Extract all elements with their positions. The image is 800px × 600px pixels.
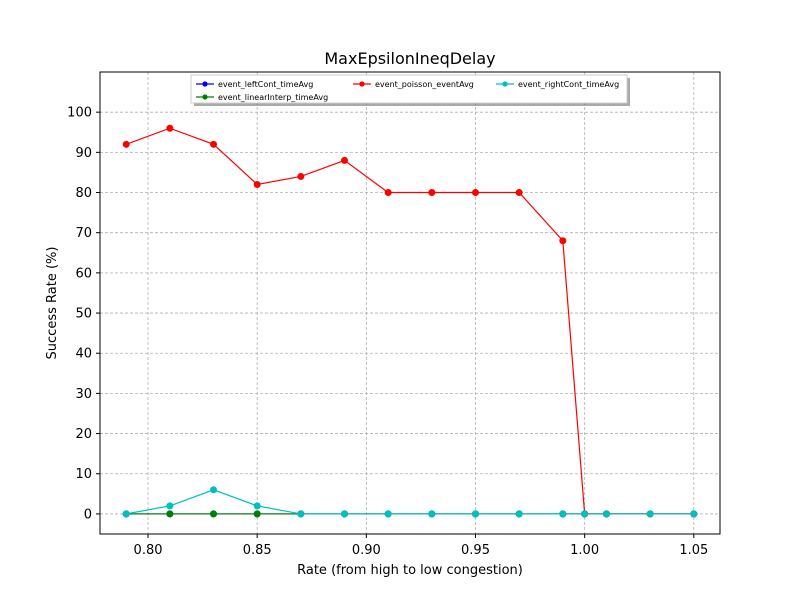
data-point: [122, 510, 130, 518]
y-tick-label: 100: [67, 106, 92, 121]
data-point: [297, 510, 305, 518]
y-tick-label: 70: [75, 226, 92, 241]
legend-label: event_linearInterp_timeAvg: [218, 93, 328, 102]
x-tick-label: 0.85: [243, 543, 272, 558]
data-point: [581, 510, 589, 518]
x-axis: 0.80 0.85 0.90 0.95 1.00 1.05: [134, 534, 708, 558]
series-layer: [122, 124, 698, 518]
data-point: [166, 510, 174, 518]
data-point: [341, 510, 349, 518]
plot-frame: [99, 71, 721, 535]
data-point: [210, 140, 218, 148]
legend-swatch-marker: [202, 94, 208, 100]
data-point: [253, 510, 261, 518]
data-point: [428, 189, 436, 197]
data-point: [602, 510, 610, 518]
data-point: [166, 124, 174, 132]
data-point: [515, 189, 523, 197]
grid: [100, 72, 720, 534]
series-event_rightCont_timeAvg: [122, 486, 698, 518]
chart-title: MaxEpsilonIneqDelay: [324, 49, 495, 68]
data-point: [471, 189, 479, 197]
y-tick-label: 0: [84, 507, 92, 522]
legend-swatch-marker: [502, 81, 508, 87]
data-point: [384, 510, 392, 518]
data-point: [690, 510, 698, 518]
data-point: [341, 156, 349, 164]
x-tick-label: 1.00: [570, 543, 599, 558]
data-point: [297, 172, 305, 180]
y-tick-label: 90: [75, 146, 92, 161]
legend-label: event_rightCont_timeAvg: [518, 80, 619, 89]
data-point: [559, 237, 567, 245]
y-axis: 0 10 20 30 40 50 60 70 80 90 100: [67, 106, 100, 522]
data-point: [253, 502, 261, 510]
y-tick-label: 10: [75, 467, 92, 482]
y-tick-label: 80: [75, 186, 92, 201]
data-point: [210, 510, 218, 518]
x-tick-label: 0.90: [352, 543, 381, 558]
y-tick-label: 60: [75, 266, 92, 281]
data-point: [253, 180, 261, 188]
y-axis-label: Success Rate (%): [45, 247, 60, 360]
data-point: [384, 189, 392, 197]
y-tick-label: 50: [75, 307, 92, 322]
data-point: [210, 486, 218, 494]
legend-box: [190, 74, 628, 104]
x-tick-label: 0.80: [134, 543, 163, 558]
legend-swatch-marker: [359, 81, 365, 87]
y-tick-label: 20: [75, 427, 92, 442]
data-point: [559, 510, 567, 518]
data-point: [122, 140, 130, 148]
x-tick-label: 0.95: [461, 543, 490, 558]
data-point: [428, 510, 436, 518]
y-tick-label: 40: [75, 347, 92, 362]
data-point: [646, 510, 654, 518]
data-point: [471, 510, 479, 518]
x-axis-label: Rate (from high to low congestion): [297, 563, 523, 578]
legend-label: event_leftCont_timeAvg: [218, 80, 313, 89]
legend-label: event_poisson_eventAvg: [375, 80, 474, 89]
legend: event_leftCont_timeAvg event_linearInterp…: [190, 74, 630, 106]
data-point: [166, 502, 174, 510]
data-point: [515, 510, 523, 518]
legend-swatch-marker: [202, 81, 208, 87]
y-tick-label: 30: [75, 387, 92, 402]
x-tick-label: 1.05: [679, 543, 708, 558]
